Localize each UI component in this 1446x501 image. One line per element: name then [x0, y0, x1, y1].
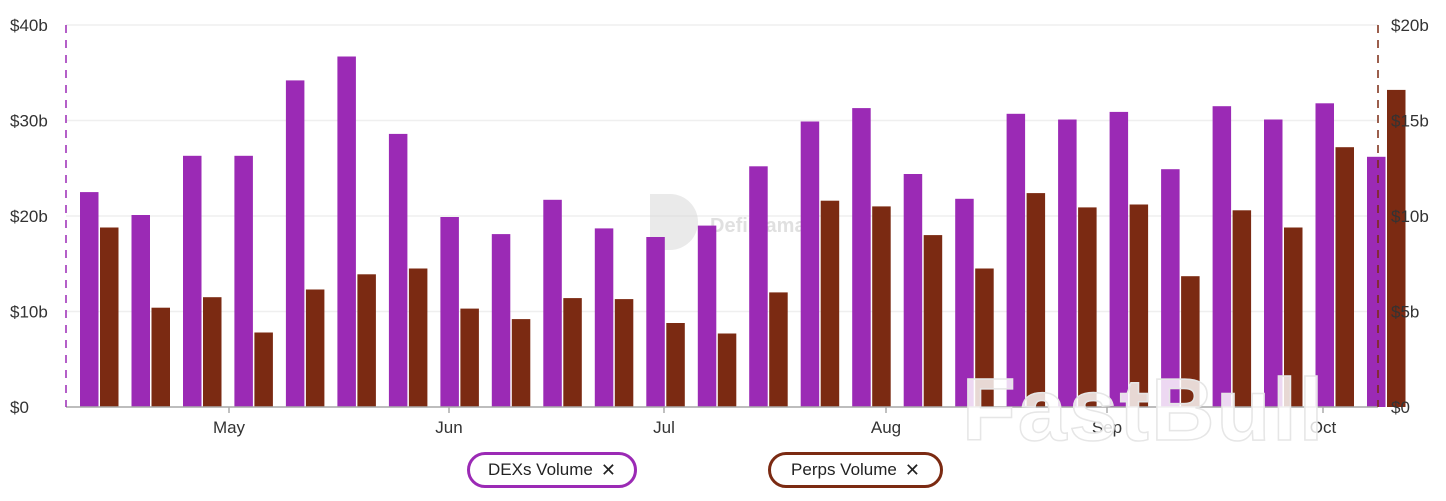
dexs-volume-bar[interactable]: [285, 80, 305, 408]
left-axis-tick-label: $10b: [10, 303, 48, 322]
perps-volume-bar[interactable]: [1129, 204, 1149, 408]
dexs-volume-bar[interactable]: [337, 56, 356, 408]
perps-volume-bar[interactable]: [717, 333, 737, 408]
perps-volume-bar[interactable]: [1026, 193, 1046, 407]
legend-dexs-volume[interactable]: DEXs Volume ✕: [467, 452, 637, 488]
dexs-volume-bar[interactable]: [697, 225, 717, 407]
dexs-volume-bar[interactable]: [749, 166, 768, 407]
perps-volume-bar[interactable]: [820, 200, 840, 407]
right-axis-tick-label: $10b: [1391, 207, 1429, 226]
dexs-volume-bar[interactable]: [1058, 119, 1077, 408]
perps-volume-bar[interactable]: [563, 298, 582, 407]
dexs-volume-bar[interactable]: [388, 133, 408, 407]
dexs-volume-bar[interactable]: [131, 215, 151, 407]
dexs-volume-bar[interactable]: [80, 192, 99, 407]
perps-volume-bar[interactable]: [1284, 227, 1303, 408]
dexs-volume-bar[interactable]: [852, 108, 871, 407]
dexs-volume-bar[interactable]: [1315, 103, 1335, 408]
dexs-volume-bar[interactable]: [543, 199, 562, 407]
perps-volume-bar[interactable]: [923, 235, 943, 407]
perps-volume-bar[interactable]: [666, 323, 685, 407]
perps-volume-bar[interactable]: [872, 206, 891, 407]
right-axis-tick-label: $15b: [1391, 112, 1429, 131]
dexs-volume-bar[interactable]: [1109, 111, 1129, 408]
perps-volume-bar[interactable]: [1181, 276, 1200, 407]
dexs-volume-bar[interactable]: [800, 121, 820, 408]
x-axis-tick-label: Sep: [1092, 418, 1122, 437]
x-axis-tick-label: Oct: [1310, 418, 1337, 437]
perps-volume-bar[interactable]: [1232, 210, 1252, 407]
fastbull-watermark: FastBull: [962, 360, 1325, 459]
left-axis-tick-label: $0: [10, 398, 29, 417]
perps-volume-bar[interactable]: [614, 299, 634, 407]
perps-volume-bar[interactable]: [975, 268, 994, 408]
axes: [65, 25, 1379, 408]
x-axis-tick-label: May: [213, 418, 246, 437]
close-icon[interactable]: ✕: [600, 460, 616, 480]
dexs-volume-bar[interactable]: [1264, 119, 1283, 408]
perps-volume-bar[interactable]: [1078, 207, 1097, 407]
left-axis-tick-label: $40b: [10, 16, 48, 35]
dexs-volume-bar[interactable]: [440, 217, 459, 407]
defillama-logo-icon: [650, 194, 698, 250]
left-axis-tick-label: $20b: [10, 207, 48, 226]
legend-perps-volume-label: Perps Volume: [791, 460, 897, 479]
right-axis-tick-label: $5b: [1391, 303, 1419, 322]
right-axis-tick-label: $20b: [1391, 16, 1429, 35]
perps-volume-bars: [100, 89, 1406, 408]
dexs-volume-bar[interactable]: [1212, 106, 1232, 407]
perps-volume-bar[interactable]: [460, 308, 479, 407]
dexs-volume-bar[interactable]: [1367, 156, 1386, 407]
perps-volume-bar[interactable]: [1335, 147, 1355, 407]
right-axis-tick-label: $0: [1391, 398, 1410, 417]
perps-volume-bar[interactable]: [254, 332, 273, 408]
perps-volume-bar[interactable]: [1387, 89, 1406, 408]
perps-volume-bar[interactable]: [305, 289, 325, 408]
defillama-watermark: DefiLlama: [650, 194, 806, 250]
dexs-volume-bar[interactable]: [1006, 113, 1026, 408]
perps-volume-bar[interactable]: [511, 319, 531, 407]
dexs-volume-bar[interactable]: [646, 237, 665, 407]
dexs-volume-bar[interactable]: [234, 155, 253, 407]
legend-dexs-volume-label: DEXs Volume: [488, 460, 593, 479]
perps-volume-bar[interactable]: [203, 297, 222, 407]
x-axis-tick-label: Jun: [435, 418, 462, 437]
close-icon[interactable]: ✕: [904, 460, 920, 480]
perps-volume-bar[interactable]: [357, 274, 376, 407]
x-axis-tick-label: Jul: [653, 418, 675, 437]
right-axis-ticks: $0 $5b $10b $15b $20b: [1391, 16, 1429, 417]
dexs-volume-bar[interactable]: [955, 198, 974, 407]
left-axis-ticks: $0 $10b $20b $30b $40b: [10, 16, 48, 417]
dexs-volume-bar[interactable]: [903, 174, 923, 407]
perps-volume-bar[interactable]: [408, 268, 428, 408]
legend-perps-volume[interactable]: Perps Volume ✕: [768, 452, 943, 488]
dexs-volume-bar[interactable]: [183, 155, 202, 407]
x-axis-tick-label: Aug: [871, 418, 901, 437]
dexs-volume-bar[interactable]: [491, 234, 511, 407]
dexs-volume-bar[interactable]: [594, 228, 614, 407]
left-axis-tick-label: $30b: [10, 112, 48, 131]
perps-volume-bar[interactable]: [151, 307, 171, 407]
perps-volume-bar[interactable]: [100, 227, 119, 408]
perps-volume-bar[interactable]: [769, 292, 788, 407]
dexs-volume-bars: [80, 56, 1386, 408]
dexs-volume-bar[interactable]: [1161, 169, 1180, 407]
x-axis-ticks: May Jun Jul Aug Sep Oct: [213, 407, 1337, 437]
